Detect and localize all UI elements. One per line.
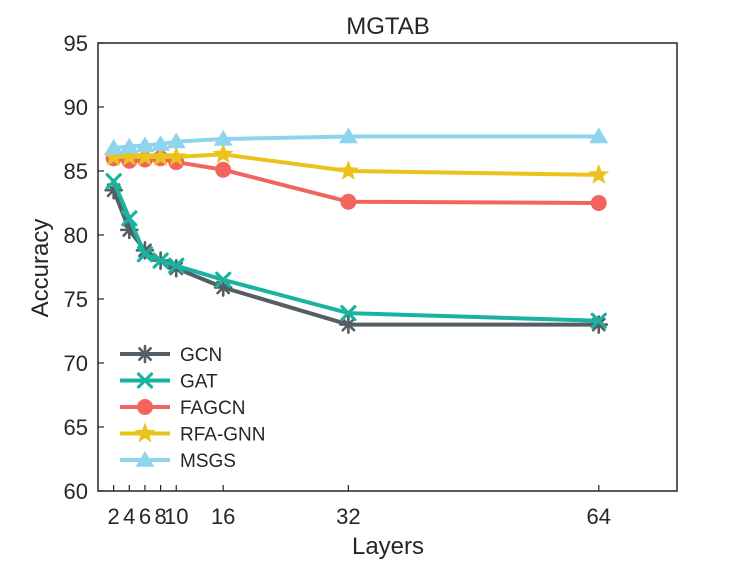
legend-marker — [135, 451, 155, 467]
data-point-msgs — [151, 135, 171, 151]
data-point-rfa-gnn — [134, 145, 156, 166]
data-point-rfa-gnn — [165, 145, 187, 166]
legend-label: FAGCN — [180, 398, 245, 419]
data-point-msgs — [119, 137, 139, 154]
y-tick-label: 95 — [64, 31, 88, 56]
data-point-fagcn — [340, 193, 357, 210]
legend-label: GCN — [180, 345, 222, 366]
y-tick-label: 60 — [64, 479, 88, 504]
legend-marker — [136, 372, 154, 389]
series-line-fagcn — [111, 156, 601, 205]
data-point-rfa-gnn — [150, 145, 172, 166]
legend-item: RFA-GNN — [120, 422, 266, 446]
legend-item: FAGCN — [120, 398, 245, 419]
data-point-rfa-gnn — [103, 145, 125, 166]
data-point-rfa-gnn — [118, 145, 140, 166]
y-axis: 60 65 70 75 80 85 90 95 — [64, 31, 104, 504]
data-point-rfa-gnn — [588, 163, 610, 184]
y-tick-label: 90 — [64, 95, 88, 120]
legend-label: MSGS — [180, 451, 236, 472]
data-point-msgs — [589, 127, 609, 144]
series-layer — [103, 127, 610, 334]
legend-marker — [137, 399, 153, 415]
data-point-gat — [168, 257, 185, 274]
x-tick-label: 2 — [108, 504, 120, 529]
legend-item: GAT — [120, 372, 218, 393]
legend-marker — [135, 344, 155, 364]
y-tick-label: 70 — [64, 351, 88, 376]
plot-frame — [97, 42, 678, 492]
data-point-rfa-gnn — [337, 160, 359, 180]
chart-title: MGTAB — [346, 13, 430, 40]
x-axis-title: Layers — [352, 533, 424, 560]
x-tick-label: 32 — [336, 504, 360, 529]
data-point-gat — [121, 210, 138, 227]
y-tick-label: 85 — [64, 159, 88, 184]
legend-item: MSGS — [120, 451, 236, 472]
y-axis-title: Accuracy — [27, 219, 54, 318]
data-point-msgs — [104, 138, 124, 155]
x-tick-label: 64 — [587, 504, 611, 529]
data-point-gat — [105, 173, 122, 190]
x-axis: 2 4 6 810 16 32 64 — [108, 485, 611, 529]
data-point-gat — [136, 246, 154, 263]
series-line-gat — [111, 179, 601, 323]
x-tick-label: 4 — [123, 504, 135, 529]
legend-marker — [134, 422, 156, 443]
data-point-msgs — [166, 132, 186, 149]
legend-label: RFA-GNN — [180, 425, 266, 446]
series-gat — [105, 173, 607, 329]
x-tick-label: 16 — [211, 504, 235, 529]
x-tick-label: 6 — [139, 504, 151, 529]
legend: GCN GAT FAGCN RFA-GNN MSGS — [120, 344, 266, 472]
data-point-rfa-gnn — [212, 143, 234, 164]
data-point-gat — [340, 304, 357, 322]
y-tick-label: 80 — [64, 223, 88, 248]
series-rfa-gnn — [103, 143, 610, 184]
data-point-msgs — [213, 130, 233, 146]
data-point-gat — [152, 252, 169, 269]
x-tick-label: 8 — [154, 504, 166, 529]
data-point-gcn — [339, 315, 358, 334]
y-tick-label: 75 — [64, 287, 88, 312]
x-tick-label: 10 — [164, 504, 188, 529]
data-point-gat — [215, 271, 232, 288]
y-tick-label: 65 — [64, 415, 88, 440]
data-point-msgs — [135, 136, 155, 153]
legend-item: GCN — [120, 344, 222, 366]
legend-label: GAT — [180, 372, 218, 393]
series-gcn — [104, 180, 609, 334]
series-line-gcn — [111, 188, 601, 327]
data-point-gat — [590, 312, 607, 329]
series-msgs — [104, 127, 609, 155]
data-point-fagcn — [215, 161, 232, 178]
data-point-fagcn — [590, 195, 607, 211]
data-point-msgs — [338, 127, 358, 144]
